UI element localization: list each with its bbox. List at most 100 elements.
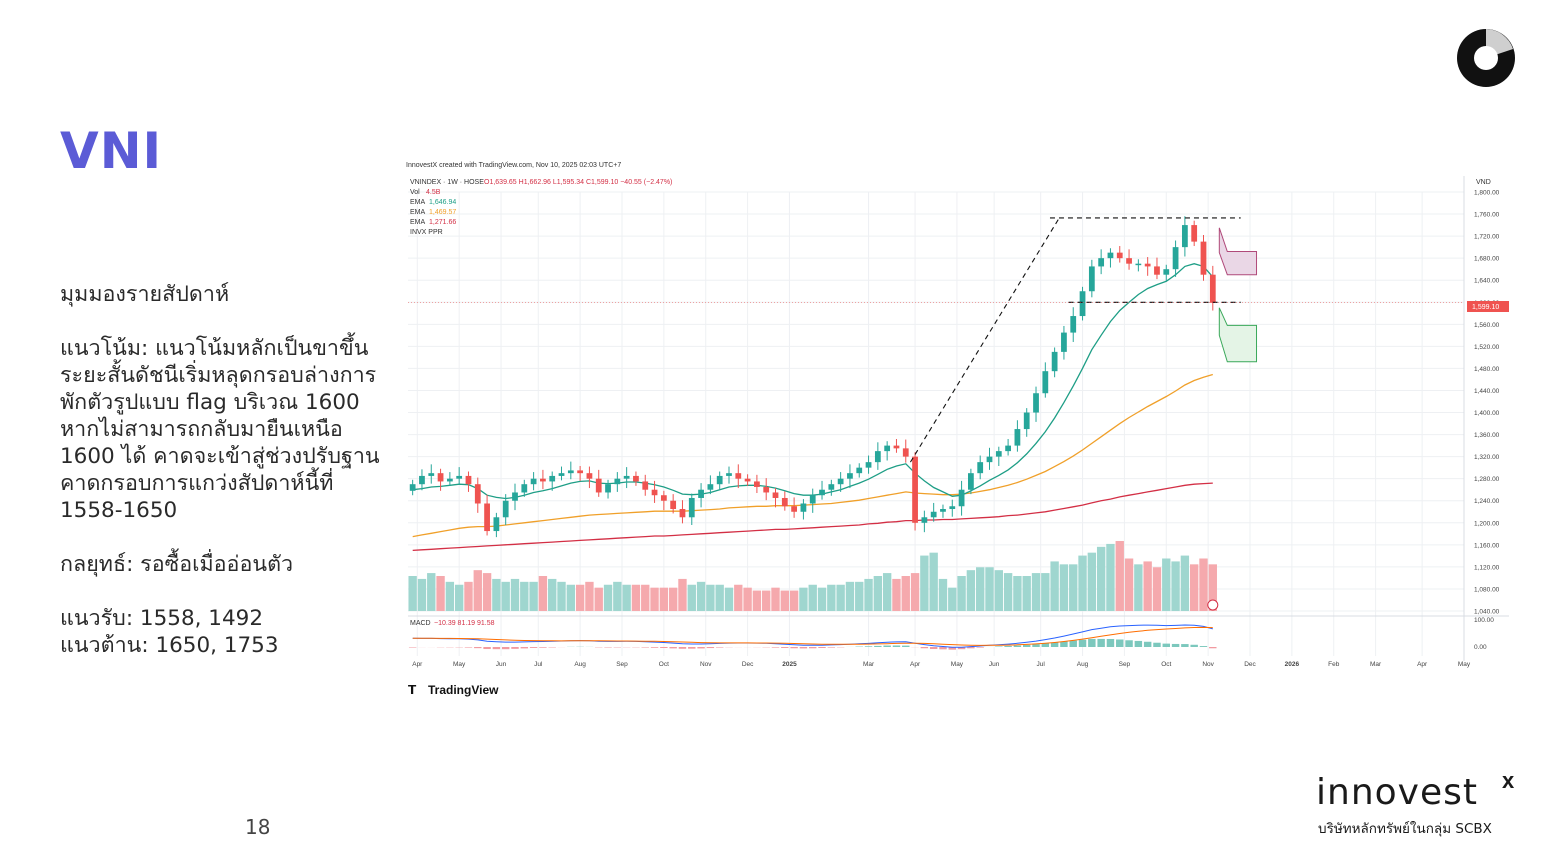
candle-body [549, 475, 556, 482]
macd-histogram-bar [1013, 645, 1022, 647]
y-tick-label: 1,240.00 [1474, 498, 1500, 505]
volume-bar [1003, 573, 1013, 611]
volume-bar [1096, 546, 1106, 611]
volume-bar [650, 587, 659, 611]
x-tick-label: Feb [1328, 661, 1340, 668]
y-tick-label: 1,720.00 [1474, 234, 1500, 241]
volume-bar [696, 581, 706, 611]
candle-body [949, 506, 956, 510]
x-tick-label: Apr [1417, 661, 1428, 668]
volume-bar [864, 578, 873, 611]
candle-body [595, 478, 602, 493]
volume-bar [687, 584, 696, 611]
volume-bar [566, 584, 576, 611]
x-tick-label: Aug [574, 661, 586, 668]
volume-bar [948, 587, 957, 611]
candle-body [1088, 266, 1095, 292]
ema-label: EMA [410, 209, 426, 216]
volume-bar [510, 578, 520, 611]
candle-body [763, 486, 770, 493]
volume-bar [817, 587, 827, 611]
trend-line: แนวโน้ม: แนวโน้มหลักเป็นขาขึ้น [60, 336, 369, 361]
volume-bar [929, 552, 938, 611]
macd-histogram-bar [1199, 646, 1208, 647]
macd-histogram-bar [1050, 642, 1059, 647]
volume-bar [789, 590, 799, 611]
macd-histogram-bar [781, 647, 789, 648]
trend-line: 1558-1650 [60, 498, 178, 523]
x-tick-label: Nov [700, 661, 712, 668]
y-tick-label: 1,400.00 [1474, 410, 1500, 417]
volume-bar [631, 584, 641, 611]
chart-ohlc: O1,639.65 H1,662.96 L1,595.34 C1,599.10 … [484, 179, 672, 186]
volume-bar [445, 581, 455, 611]
candle-body [446, 478, 453, 482]
macd-histogram-bar [1153, 642, 1161, 647]
volume-bar [603, 584, 613, 611]
volume-bar [1199, 558, 1208, 611]
macd-tick-label: 100.00 [1474, 617, 1494, 624]
ema-fast-value: 1,646.94 [429, 199, 456, 206]
volume-bar [668, 587, 678, 611]
macd-histogram-bar [1116, 639, 1124, 647]
candle-body [837, 478, 844, 485]
macd-histogram-bar [1190, 644, 1198, 647]
candle-body [586, 473, 593, 479]
trend-line: ระยะสั้นดัชนีเริ่มหลุดกรอบล่างการ [60, 363, 377, 388]
volume-bar [1143, 561, 1152, 611]
candle-body [1014, 429, 1021, 446]
candle-body [893, 445, 900, 449]
candle-body [1135, 263, 1142, 266]
candle-body [902, 448, 909, 457]
volume-bar [1162, 558, 1171, 611]
volume-bar [771, 587, 780, 611]
candle-body [1061, 332, 1067, 352]
candle-body [1051, 351, 1058, 372]
volume-bar [1180, 555, 1190, 611]
x-tick-label: Jul [1037, 661, 1046, 668]
chart-symbol: VNINDEX · 1W · HOSE [410, 179, 484, 186]
price-chart: 1,800.00 1,760.00 1,720.00 1,680.00 1,640.00… [404, 156, 1514, 701]
macd-histogram-bar [957, 647, 966, 650]
macd-histogram-bar [1125, 640, 1133, 647]
macd-histogram-bar [715, 647, 724, 648]
macd-histogram-bar [501, 647, 510, 650]
candle-body [744, 478, 751, 482]
macd-histogram-bar [1060, 641, 1068, 647]
candle-body [642, 481, 649, 490]
macd-histogram-bar [929, 647, 938, 650]
candle-body [874, 451, 881, 463]
candle-body [1079, 291, 1086, 317]
candle-body [502, 500, 509, 518]
volume-bar [1041, 573, 1050, 611]
brand-circle-logo [1457, 29, 1515, 87]
x-tick-label: 2026 [1285, 661, 1300, 668]
candle-body [791, 506, 797, 512]
volume-bar [734, 584, 743, 611]
macd-histogram-bar [660, 647, 668, 649]
x-tick-label: Dec [742, 661, 754, 668]
x-tick-label: Mar [1370, 661, 1382, 668]
macd-histogram-bar [1097, 638, 1105, 647]
y-tick-label: 1,280.00 [1474, 476, 1500, 483]
macd-values: −10.39 81.19 91.58 [434, 620, 495, 627]
y-tick-label: 1,200.00 [1474, 520, 1500, 527]
y-tick-label: 1,040.00 [1474, 609, 1500, 616]
volume-bar [548, 578, 557, 611]
slide-title: VNI [60, 122, 163, 180]
candle-body [1042, 371, 1049, 394]
macd-histogram-bar [483, 647, 491, 650]
volume-bar [743, 587, 752, 611]
macd-histogram-bar [1181, 644, 1189, 647]
volume-bar [985, 567, 994, 611]
candle-body [707, 484, 714, 490]
macd-histogram-bar [408, 647, 417, 648]
candle-body [623, 475, 630, 479]
volume-bar [920, 555, 929, 611]
macd-histogram-bar [967, 647, 975, 649]
macd-histogram-bar [892, 645, 901, 647]
brand-x-mark: x [1502, 768, 1515, 793]
volume-bar [780, 590, 789, 611]
volume-bar [1050, 561, 1059, 611]
candle-body [409, 484, 416, 491]
